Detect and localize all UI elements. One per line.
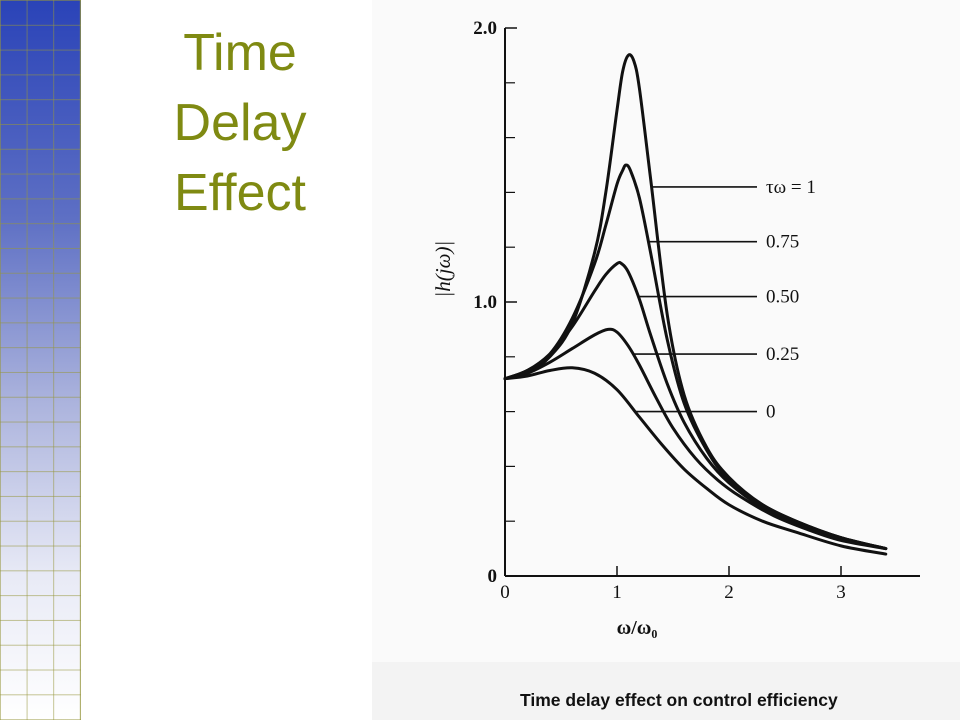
series-line-2 bbox=[503, 260, 888, 551]
y-axis-label: |h(jω)| bbox=[431, 241, 455, 298]
chart-axes bbox=[504, 27, 920, 577]
series-line-4 bbox=[503, 366, 888, 556]
x-tick-label: 0 bbox=[500, 582, 510, 603]
x-axis-label: ω/ω₀ bbox=[617, 617, 658, 639]
series-line-1 bbox=[503, 163, 888, 551]
slide-title-line: Effect bbox=[173, 164, 306, 222]
caption-background bbox=[372, 662, 960, 720]
slide-title: Time Delay Effect bbox=[140, 18, 340, 228]
chart-curves bbox=[503, 53, 888, 556]
figure-caption: Time delay effect on control efficiency bbox=[520, 690, 838, 710]
decorative-grid-strip bbox=[0, 0, 81, 720]
series-label: 0.50 bbox=[766, 287, 799, 308]
series-line-0 bbox=[503, 53, 888, 551]
y-tick-label: 0 bbox=[488, 566, 498, 587]
y-tick-label: 1.0 bbox=[473, 292, 497, 313]
slide-title-line: Time bbox=[183, 24, 297, 82]
x-tick-label: 2 bbox=[724, 582, 734, 603]
series-label: 0.75 bbox=[766, 232, 799, 253]
series-label: 0 bbox=[766, 402, 776, 423]
series-label: τω = 1 bbox=[766, 177, 816, 198]
slide-title-line: Delay bbox=[173, 94, 307, 152]
x-tick-label: 1 bbox=[612, 582, 622, 603]
series-line-3 bbox=[503, 327, 888, 551]
chart-labels: 0 1.0 2.0 0 1 2 3 ω/ω₀ |h(jω)| τω = 1 0.75 0.50 0.25… bbox=[431, 18, 846, 639]
x-tick-label: 3 bbox=[836, 582, 846, 603]
series-label: 0.25 bbox=[766, 344, 799, 365]
y-tick-label: 2.0 bbox=[473, 18, 497, 39]
